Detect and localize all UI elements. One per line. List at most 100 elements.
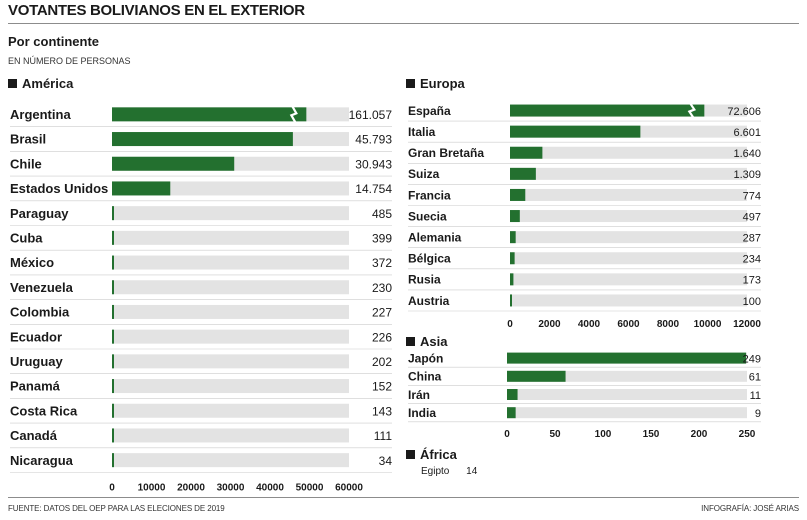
category-label-espana: España: [408, 104, 451, 118]
x-tick-label: 150: [643, 429, 660, 440]
category-label-francia: Francia: [408, 188, 451, 202]
bar-chile: [112, 156, 235, 171]
bar-track-mexico: [112, 255, 349, 270]
x-tick-label: 30000: [217, 483, 245, 494]
bar-estados-unidos: [112, 181, 171, 196]
value-label-china: 61: [749, 372, 761, 384]
bar-panama: [112, 379, 114, 394]
value-label-panama: 152: [372, 380, 392, 394]
chart-subtitle: Por continente: [8, 34, 100, 49]
category-label-panama: Panamá: [10, 379, 61, 394]
bar-track-gran-bretana: [510, 146, 747, 159]
x-tick-label: 10000: [138, 483, 166, 494]
category-label-mexico: México: [10, 255, 54, 270]
bar-track-suecia: [510, 210, 747, 223]
footer-rule: [8, 497, 799, 498]
bar-track-rusia: [510, 273, 747, 286]
bar-track-estados-unidos: [112, 181, 349, 196]
category-label-estados-unidos: Estados Unidos: [10, 181, 108, 196]
x-tick-label: 250: [739, 429, 756, 440]
bar-colombia: [112, 304, 114, 319]
bar-track-canada: [112, 428, 349, 443]
section-africa-header: África: [406, 447, 457, 462]
bar-track-india: [507, 407, 747, 419]
bar-belgica: [510, 252, 515, 265]
category-label-suiza: Suiza: [408, 167, 440, 181]
category-label-uruguay: Uruguay: [10, 354, 64, 369]
bar-track-francia: [510, 188, 747, 201]
value-label-suiza: 1.309: [733, 169, 761, 181]
value-label-iran: 11: [750, 390, 761, 402]
bar-track-belgica: [510, 252, 747, 265]
value-label-costa-rica: 143: [372, 404, 392, 418]
square-bullet-icon: [406, 79, 415, 88]
category-label-alemania: Alemania: [408, 230, 462, 244]
bar-track-uruguay: [112, 354, 349, 369]
credit-note: INFOGRAFÍA: JOSÉ ARIAS: [701, 504, 799, 513]
x-tick-label: 50: [549, 429, 561, 440]
category-label-suecia: Suecia: [408, 209, 447, 223]
value-label-espana: 72.606: [727, 106, 761, 118]
section-asia-header: Asia: [406, 334, 447, 349]
bar-venezuela: [112, 280, 114, 295]
category-label-paraguay: Paraguay: [10, 206, 69, 221]
category-label-china: China: [408, 370, 442, 384]
value-label-ecuador: 226: [372, 330, 392, 344]
x-tick-label: 8000: [657, 319, 680, 330]
x-tick-label: 4000: [578, 319, 601, 330]
bar-track-venezuela: [112, 280, 349, 295]
section-europa-header: Europa: [406, 76, 465, 91]
africa-row: Egipto 14: [421, 466, 477, 477]
category-label-belgica: Bélgica: [408, 252, 451, 266]
category-label-venezuela: Venezuela: [10, 280, 74, 295]
category-label-austria: Austria: [408, 294, 450, 308]
category-label-chile: Chile: [10, 156, 42, 171]
bar-uruguay: [112, 354, 114, 369]
unit-label: EN NÚMERO DE PERSONAS: [8, 56, 131, 66]
square-bullet-icon: [8, 79, 17, 88]
bar-suiza: [510, 167, 536, 180]
axis-break-icon: [289, 105, 298, 123]
bar-suecia: [510, 210, 520, 223]
value-label-estados-unidos: 14.754: [355, 182, 392, 196]
bar-costa-rica: [112, 403, 114, 418]
bar-track-cuba: [112, 230, 349, 245]
bar-track-austria: [510, 294, 747, 307]
africa-value-label: 14: [466, 466, 478, 477]
category-label-japon: Japón: [408, 351, 443, 365]
value-label-chile: 30.943: [355, 157, 392, 171]
value-label-francia: 774: [743, 190, 761, 202]
bar-track-iran: [507, 389, 747, 400]
chart-title: VOTANTES BOLIVIANOS EN EL EXTERIOR: [8, 2, 305, 19]
bar-india: [507, 407, 516, 419]
x-tick-label: 0: [504, 429, 510, 440]
bar-track-china: [507, 370, 747, 382]
category-label-colombia: Colombia: [10, 305, 70, 320]
bar-brasil: [112, 132, 293, 147]
bar-francia: [510, 188, 526, 201]
value-label-canada: 111: [374, 429, 393, 443]
asia-bar-chart: Japón 249 China 61 Irán 11 India 9 0 50 100 150 200 2…: [408, 351, 761, 440]
x-tick-label: 12000: [733, 319, 761, 330]
africa-country-label: Egipto: [421, 466, 450, 477]
value-label-austria: 100: [743, 296, 761, 308]
x-tick-label: 2000: [538, 319, 561, 330]
category-label-ecuador: Ecuador: [10, 329, 62, 344]
source-note: FUENTE: DATOS DEL OEP PARA LAS ELECIONES…: [8, 504, 225, 513]
category-label-nicaragua: Nicaragua: [10, 453, 74, 468]
category-label-cuba: Cuba: [10, 231, 43, 246]
america-bar-chart: Argentina 161.057 Brasil 45.793 Chile 30.943 E…: [10, 105, 393, 494]
value-label-suecia: 497: [743, 211, 761, 223]
bar-italia: [510, 125, 641, 138]
bar-track-costa-rica: [112, 403, 349, 418]
x-tick-label: 60000: [335, 483, 363, 494]
value-label-mexico: 372: [372, 256, 392, 270]
bar-track-colombia: [112, 304, 349, 319]
value-label-venezuela: 230: [372, 281, 392, 295]
bar-gran-bretana: [510, 146, 543, 159]
bar-japon: [507, 352, 747, 364]
bar-nicaragua: [112, 453, 114, 468]
section-africa-title: África: [420, 447, 457, 462]
europa-bar-chart: España 72.606 Italia 6.601 Gran Bretaña 1.640…: [408, 102, 761, 330]
value-label-rusia: 173: [743, 275, 761, 287]
